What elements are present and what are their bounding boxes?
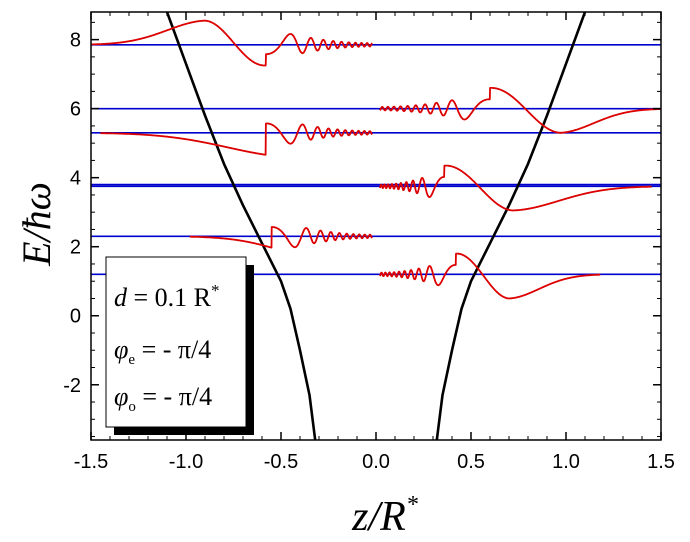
legend-line-3: φo = - π/4 (114, 382, 212, 415)
wavefunction-5 (379, 87, 661, 134)
y-tick-label: 6 (70, 99, 81, 121)
legend-box (105, 256, 247, 428)
y-tick-label: 4 (70, 168, 81, 190)
potential-right-branch (435, 12, 587, 440)
axes: -1.5 -1.0 -0.5 0.0 0.5 1.0 1.5 -2 0 2 4 6 8 (63, 11, 675, 473)
y-tick-label: 8 (70, 30, 81, 52)
wavefunction-3 (378, 164, 653, 212)
legend-line-1: d = 0.1 R* (114, 281, 220, 312)
wavefunction-2 (189, 226, 373, 249)
x-tick-label: 1.0 (552, 451, 580, 473)
potential-left-branch (165, 12, 317, 440)
wavefunction-6 (91, 19, 373, 67)
wavefunction-1 (379, 252, 601, 300)
wavefunction-4 (99, 122, 373, 156)
x-tick-label: 1.5 (647, 451, 675, 473)
y-tick-label: -2 (63, 375, 81, 397)
y-tick-label: 2 (70, 237, 81, 259)
x-tick-label: -1.5 (74, 451, 108, 473)
plot-area (91, 12, 661, 440)
y-tick-label: 0 (70, 306, 81, 328)
legend: d = 0.1 R* φe = - π/4 φo = - π/4 (105, 256, 254, 435)
x-tick-label: 0.0 (362, 451, 390, 473)
x-tick-label: -1.0 (169, 451, 203, 473)
x-axis-label: z/R* (351, 492, 418, 540)
x-tick-label: 0.5 (457, 451, 485, 473)
x-tick-label: -0.5 (264, 451, 298, 473)
y-axis-label: E/ħω (14, 182, 59, 267)
legend-line-2: φe = - π/4 (114, 335, 211, 368)
